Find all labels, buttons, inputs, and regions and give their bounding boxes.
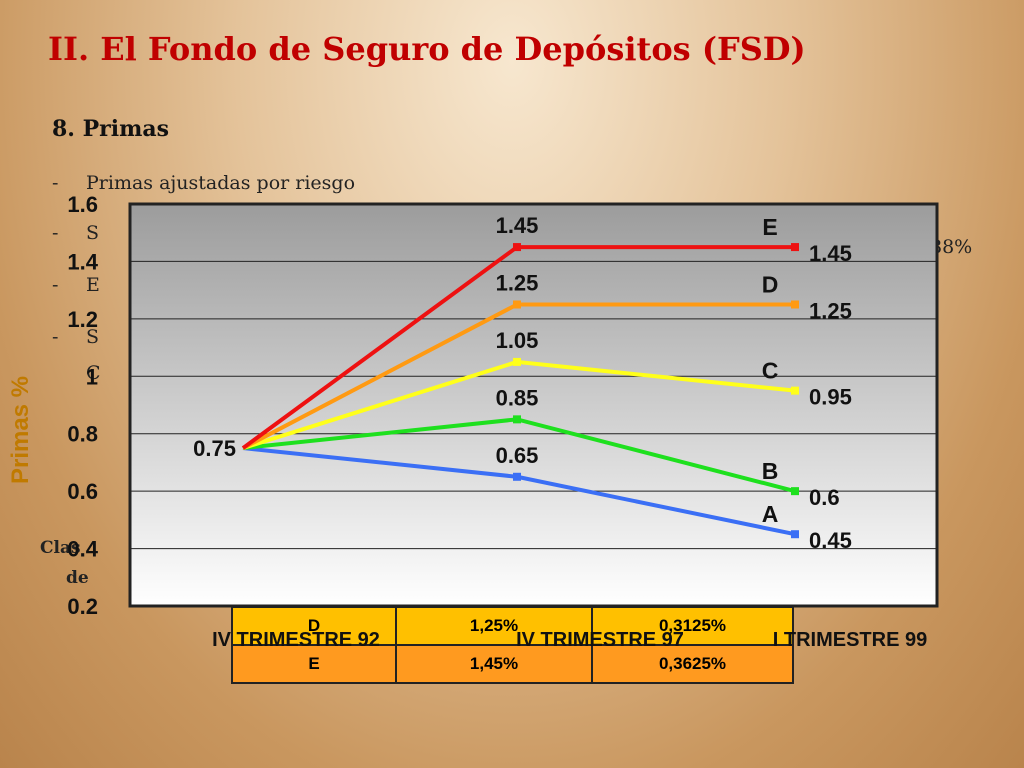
bullet-text-fragment: 88% <box>930 236 973 258</box>
data-label: 1.05 <box>496 328 539 353</box>
table-cell-rate: 1,45% <box>395 644 593 684</box>
data-point <box>513 472 521 481</box>
plot-area <box>130 204 937 606</box>
y-tick-label: 0.4 <box>67 537 98 562</box>
x-tick-label: I TRIMESTRE 99 <box>773 629 927 651</box>
bullet-item: -S <box>52 222 99 244</box>
series-layer <box>241 243 799 539</box>
bullet-dash: - <box>52 326 59 348</box>
data-point <box>513 300 521 309</box>
x-tick-label: IV TRIMESTRE 97 <box>516 629 684 651</box>
bullet-item: -E <box>52 274 100 296</box>
series-label-e: E <box>762 214 777 240</box>
series-label-b: B <box>762 458 779 484</box>
bullet-text: S <box>86 326 100 348</box>
section-heading: 8. Primas <box>52 116 170 142</box>
table-label-fragment: Clas <box>40 538 81 558</box>
data-label: 0.65 <box>496 443 539 468</box>
data-label: 0.85 <box>496 385 539 410</box>
bullet-item: - Primas ajustadas por riesgo <box>52 172 355 194</box>
data-label: 0.45 <box>809 528 852 553</box>
table-cell-class: D <box>231 606 397 646</box>
y-tick-label: 1.4 <box>67 249 98 274</box>
x-tick-label: IV TRIMESTRE 92 <box>212 629 380 651</box>
data-point <box>791 386 799 395</box>
data-point <box>791 300 799 309</box>
y-tick-label: 1.2 <box>67 307 98 332</box>
bullet-text-fragment: C <box>86 362 101 384</box>
bullet-dash: - <box>52 274 59 296</box>
data-point <box>791 243 799 252</box>
series-label-a: A <box>762 501 779 527</box>
data-point <box>513 357 521 366</box>
data-point <box>513 243 521 252</box>
y-tick-label: 0.2 <box>67 594 98 619</box>
y-tick-label: 0.6 <box>67 479 98 504</box>
data-label: 0.95 <box>809 385 852 410</box>
table-label-fragment: de <box>66 568 89 588</box>
bullet-dash: - <box>52 172 59 194</box>
data-point <box>791 487 799 496</box>
table-cell-quarterly: 0,3625% <box>591 644 794 684</box>
slide-title: II. El Fondo de Seguro de Depósitos (FSD… <box>48 30 806 68</box>
x-axis-ticks: IV TRIMESTRE 92 IV TRIMESTRE 97 I TRIMESTR… <box>212 629 927 651</box>
table-cell-quarterly: 0,3125% <box>591 606 794 646</box>
data-label: 1.45 <box>809 241 852 266</box>
table-row: D 1,25% 0,3125% <box>231 606 794 646</box>
y-axis-label: Primas % <box>7 376 34 484</box>
series-label-d: D <box>762 272 779 298</box>
series-label-c: C <box>762 358 779 384</box>
data-label: 1.25 <box>496 271 539 296</box>
bullet-text: Primas ajustadas por riesgo <box>86 172 356 194</box>
gridlines <box>130 260 937 550</box>
plot-frame <box>128 202 939 608</box>
table-row: E 1,45% 0,3625% <box>231 644 794 684</box>
data-label: 1.45 <box>496 213 539 238</box>
y-tick-label: 0.8 <box>67 422 98 447</box>
table-cell-rate: 1,25% <box>395 606 593 646</box>
data-labels: 0.65 0.45 A 0.85 0.6 B 1.05 0.95 C 1.25 1.25 D 1.45 1… <box>193 213 852 553</box>
premium-table: D 1,25% 0,3125% E 1,45% 0,3625% <box>231 606 794 684</box>
bullet-text: E <box>86 274 100 296</box>
data-label: 1.25 <box>809 299 852 324</box>
y-tick-label: 1 <box>86 364 98 389</box>
y-tick-label: 1.6 <box>67 192 98 217</box>
bullet-text: S <box>86 222 100 244</box>
data-point <box>513 415 521 424</box>
bullet-item: -S <box>52 326 99 348</box>
bullet-dash: - <box>52 222 59 244</box>
data-label: 0.6 <box>809 485 840 510</box>
data-label-start: 0.75 <box>193 436 236 461</box>
y-axis-ticks: 0.2 0.4 0.6 0.8 1 1.2 1.4 1.6 <box>67 192 98 619</box>
table-cell-class: E <box>231 644 397 684</box>
data-point <box>791 530 799 539</box>
